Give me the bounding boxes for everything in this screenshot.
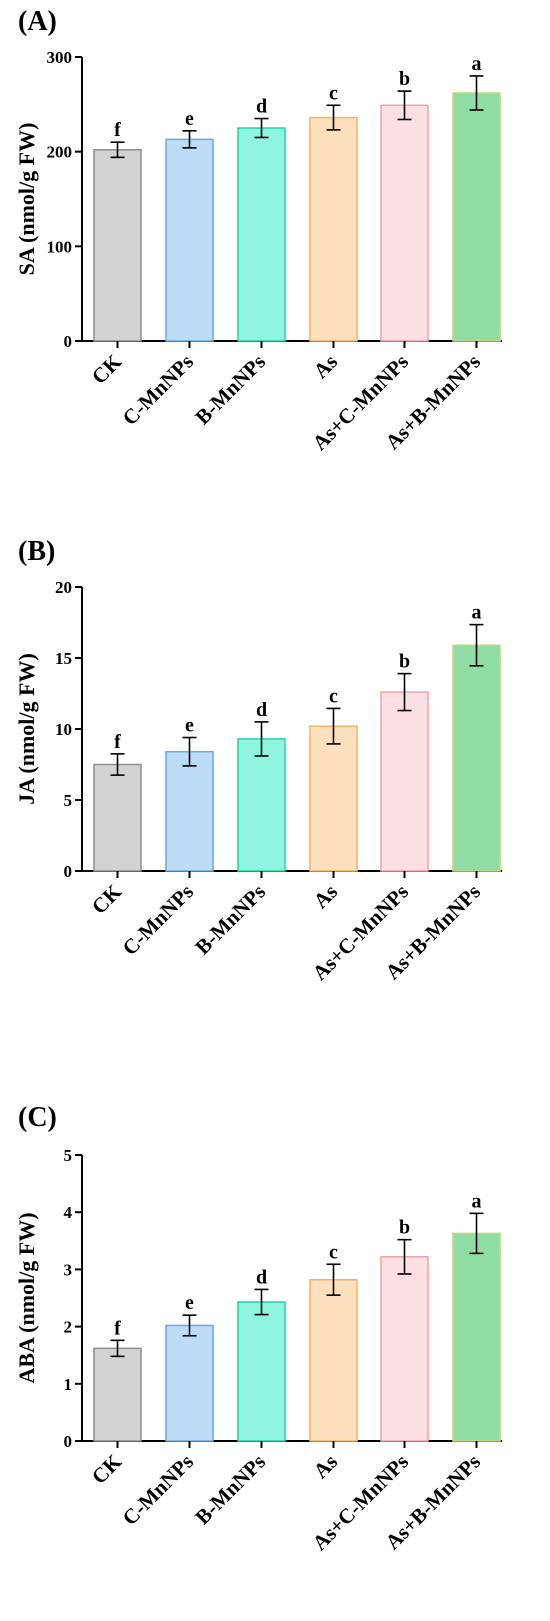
y-tick-label: 300 xyxy=(47,48,73,67)
x-tick-label: As xyxy=(309,880,342,913)
y-axis-label: JA (nmol/g FW) xyxy=(14,653,39,805)
significance-label: f xyxy=(114,119,121,141)
significance-label: e xyxy=(185,108,194,130)
significance-label: a xyxy=(472,53,482,75)
y-tick-label: 200 xyxy=(47,143,73,162)
bar-as-b-mnnps xyxy=(452,644,501,872)
bar-ck xyxy=(93,763,142,872)
y-tick-label: 0 xyxy=(64,1432,73,1451)
bar-c-mnnps xyxy=(165,138,214,342)
y-tick-label: 20 xyxy=(55,578,72,597)
y-tick-label: 0 xyxy=(64,862,73,881)
y-tick-label: 5 xyxy=(64,791,73,810)
y-tick-label: 100 xyxy=(47,237,73,256)
x-tick-label: C-MnNPs xyxy=(118,880,198,960)
significance-label: a xyxy=(472,602,482,624)
bar-b-mnnps xyxy=(237,1301,286,1442)
y-tick-label: 15 xyxy=(55,649,72,668)
y-tick-label: 3 xyxy=(64,1260,73,1279)
x-tick-label: CK xyxy=(87,349,127,389)
significance-label: d xyxy=(256,699,267,721)
significance-label: e xyxy=(185,715,194,737)
bar-c-mnnps xyxy=(165,1324,214,1442)
y-tick-label: 5 xyxy=(64,1146,73,1165)
x-tick-label: B-MnNPs xyxy=(190,880,270,960)
significance-label: b xyxy=(399,1217,410,1239)
bar-as-b-mnnps xyxy=(452,1232,501,1442)
x-tick-label: CK xyxy=(87,879,127,919)
y-axis-label: ABA (nmol/g FW) xyxy=(14,1212,39,1383)
bar-as-b-mnnps xyxy=(452,92,501,342)
panel-label: (B) xyxy=(18,536,55,567)
significance-label: d xyxy=(256,96,267,118)
significance-label: c xyxy=(329,685,338,707)
bar-b-mnnps xyxy=(237,738,286,872)
x-tick-label: C-MnNPs xyxy=(118,1450,198,1530)
x-tick-label: B-MnNPs xyxy=(190,1450,270,1530)
panel-label: (C) xyxy=(18,1102,57,1133)
y-tick-label: 4 xyxy=(64,1203,73,1222)
bar-as xyxy=(309,116,358,342)
x-tick-label: B-MnNPs xyxy=(190,350,270,430)
significance-label: e xyxy=(185,1292,194,1314)
significance-label: f xyxy=(114,1317,121,1339)
bar-ck xyxy=(93,1347,142,1442)
significance-label: b xyxy=(399,651,410,673)
significance-label: b xyxy=(399,68,410,90)
x-tick-label: CK xyxy=(87,1449,127,1489)
y-tick-label: 0 xyxy=(64,332,73,351)
y-axis-label: SA (nmol/g FW) xyxy=(14,123,39,276)
y-tick-label: 10 xyxy=(55,720,72,739)
bar-ck xyxy=(93,149,142,342)
chart-panel-1: (A) SA (nmol/g FW) 0 100 200 300 f CK e C-MnNPs d B… xyxy=(14,6,502,455)
bar-as xyxy=(309,1278,358,1442)
y-tick-label: 1 xyxy=(64,1375,73,1394)
chart-panel-3: (C) ABA (nmol/g FW) 0 1 2 3 4 5 f CK e C-MnNPs d B-Mn… xyxy=(14,1102,502,1555)
bar-as-c-mnnps xyxy=(380,1256,429,1442)
bar-b-mnnps xyxy=(237,127,286,342)
bar-as-c-mnnps xyxy=(380,691,429,872)
chart-panel-2: (B) JA (nmol/g FW) 0 5 10 15 20 f CK e C-MnNPs d B-M… xyxy=(14,536,502,985)
bar-as-c-mnnps xyxy=(380,104,429,342)
significance-label: c xyxy=(329,1241,338,1263)
bar-as xyxy=(309,725,358,872)
x-tick-label: C-MnNPs xyxy=(118,350,198,430)
significance-label: c xyxy=(329,82,338,104)
x-tick-label: As xyxy=(309,350,342,383)
significance-label: f xyxy=(114,731,121,753)
bar-c-mnnps xyxy=(165,750,214,872)
significance-label: a xyxy=(472,1190,482,1212)
y-tick-label: 2 xyxy=(64,1318,73,1337)
x-tick-label: As xyxy=(309,1450,342,1483)
panel-label: (A) xyxy=(18,6,57,37)
significance-label: d xyxy=(256,1266,267,1288)
